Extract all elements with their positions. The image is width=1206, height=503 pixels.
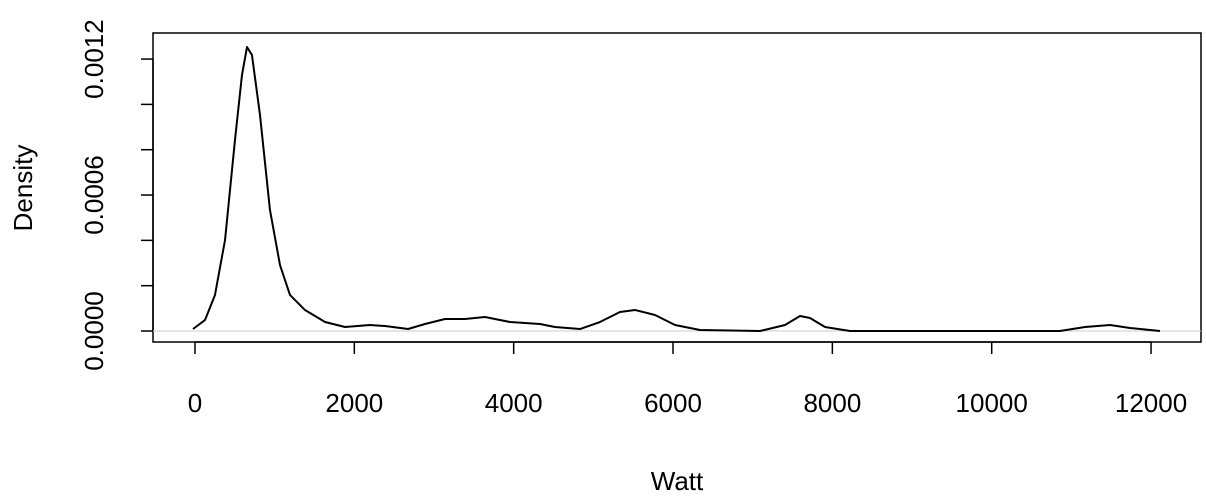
plot-frame (152, 32, 1202, 343)
y-tick-label: 0.0006 (79, 155, 109, 235)
y-tick-label: 0.0012 (79, 19, 109, 99)
x-tick-label: 6000 (644, 388, 702, 418)
x-tick-label: 2000 (325, 388, 383, 418)
x-tick-label: 0 (188, 388, 202, 418)
x-tick-label: 8000 (803, 388, 861, 418)
y-tick-label: 0.0000 (79, 291, 109, 371)
density-line (192, 46, 1161, 333)
x-tick-label: 4000 (485, 388, 543, 418)
x-tick-label: 12000 (1115, 388, 1187, 418)
x-axis-label: Watt (651, 466, 704, 496)
x-tick-label: 10000 (956, 388, 1028, 418)
y-axis-label: Density (8, 145, 38, 232)
